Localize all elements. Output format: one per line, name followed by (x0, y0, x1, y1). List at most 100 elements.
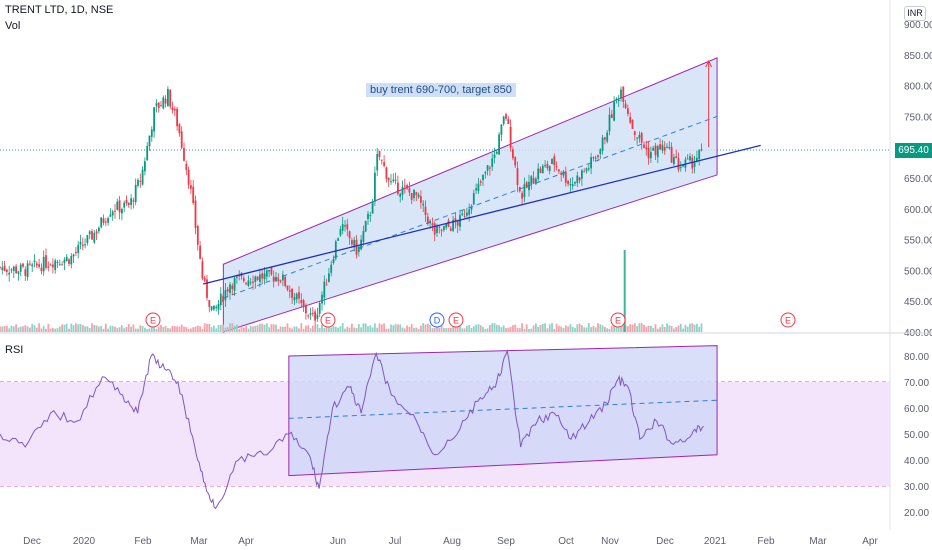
candle-body (341, 224, 344, 231)
candle (647, 141, 650, 165)
candle (61, 261, 63, 266)
candle (390, 174, 392, 185)
candle-body (482, 174, 484, 181)
volume-bar (613, 325, 615, 332)
candle (406, 183, 408, 190)
candle (564, 166, 567, 187)
candle-body (185, 163, 188, 170)
candle-body (436, 226, 438, 233)
candle (70, 253, 73, 269)
candle (190, 180, 192, 195)
volume-bar (40, 328, 43, 332)
candle (107, 216, 109, 226)
candle-body (328, 273, 330, 282)
candle-body (68, 259, 70, 264)
rsi-tick-label: 30.00 (904, 482, 929, 493)
volume-bar (164, 325, 167, 332)
candle (348, 230, 351, 245)
volume-bar (169, 328, 172, 332)
candle (679, 161, 682, 172)
candle (88, 230, 91, 240)
candle (3, 260, 6, 272)
candle (551, 158, 553, 165)
volume-bar (696, 323, 698, 332)
volume-bar (622, 325, 625, 332)
candle (63, 257, 66, 271)
time-tick-label: Jun (330, 536, 346, 547)
event-marker-circle (320, 312, 336, 328)
volume-bar (394, 323, 397, 332)
event-marker: D (429, 312, 445, 328)
candle (192, 179, 195, 205)
volume-bar (1, 326, 4, 332)
candle (629, 112, 632, 125)
candle (334, 239, 337, 261)
volume-bar (403, 328, 406, 332)
candle-body (45, 255, 47, 268)
candle (505, 112, 507, 121)
volume-bar (91, 323, 93, 332)
volume-bar (495, 324, 498, 332)
candle-body (629, 117, 632, 123)
candle-body (374, 172, 376, 202)
candle-body (84, 244, 86, 246)
candle (10, 268, 13, 274)
volume-bar (15, 324, 17, 332)
volume-bar (636, 326, 638, 332)
candle-body (160, 105, 162, 107)
currency-badge[interactable]: INR (904, 6, 926, 21)
candle-body (22, 263, 24, 267)
candle (123, 200, 126, 212)
candle-body (599, 149, 602, 154)
volume-bar (399, 324, 402, 332)
candle (590, 152, 592, 175)
volume-bar (0, 326, 1, 332)
candle (109, 208, 112, 217)
candle (385, 166, 388, 183)
candle-body (242, 278, 245, 282)
candle-body (433, 223, 436, 235)
candle-body (268, 270, 270, 272)
candle-body (408, 188, 411, 193)
channels (222, 57, 718, 477)
volume-bar (406, 325, 408, 332)
candle-body (109, 214, 112, 217)
candle-body (309, 313, 312, 315)
volume-bar (443, 327, 445, 332)
volume-bar (507, 327, 510, 332)
volume-bar (261, 323, 264, 332)
candle (40, 263, 43, 275)
volume-bar (139, 325, 142, 332)
candle (516, 161, 519, 193)
volume-bar (509, 326, 512, 332)
candle (689, 153, 691, 164)
candle (176, 106, 178, 131)
volume-bar (63, 324, 66, 332)
candle (153, 107, 155, 138)
candle-body (505, 114, 507, 119)
time-tick-label: Dec (23, 536, 41, 547)
candle-body (390, 181, 392, 183)
candle-body (521, 193, 523, 199)
candle (525, 180, 528, 189)
candle-body (54, 260, 57, 271)
volume-bar (141, 326, 144, 332)
candle-body (675, 156, 678, 159)
candle (300, 293, 303, 308)
volume-bar (162, 327, 165, 332)
volume-bar (316, 324, 319, 332)
candle (528, 174, 530, 197)
candle-body (26, 263, 29, 277)
volume-bar (265, 323, 268, 332)
volume-bar (562, 327, 565, 332)
candle (512, 146, 514, 161)
volume-bar (532, 325, 535, 332)
event-marker-circle (780, 312, 796, 328)
volume-bar (270, 324, 273, 332)
candle (155, 99, 158, 113)
candle (581, 168, 583, 186)
volume-bar (300, 323, 303, 332)
candle-body (132, 200, 135, 202)
candle (624, 100, 627, 110)
candle-body (413, 189, 415, 198)
